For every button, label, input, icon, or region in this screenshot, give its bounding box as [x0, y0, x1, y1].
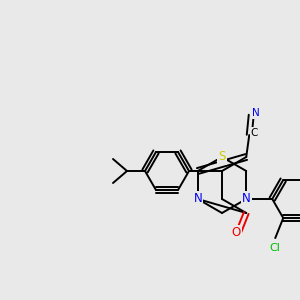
- Text: C: C: [250, 128, 258, 138]
- Text: S: S: [218, 151, 226, 164]
- Text: O: O: [232, 226, 241, 239]
- Text: N: N: [252, 108, 260, 118]
- Text: Cl: Cl: [270, 243, 281, 253]
- Text: N: N: [242, 193, 250, 206]
- Text: N: N: [194, 193, 202, 206]
